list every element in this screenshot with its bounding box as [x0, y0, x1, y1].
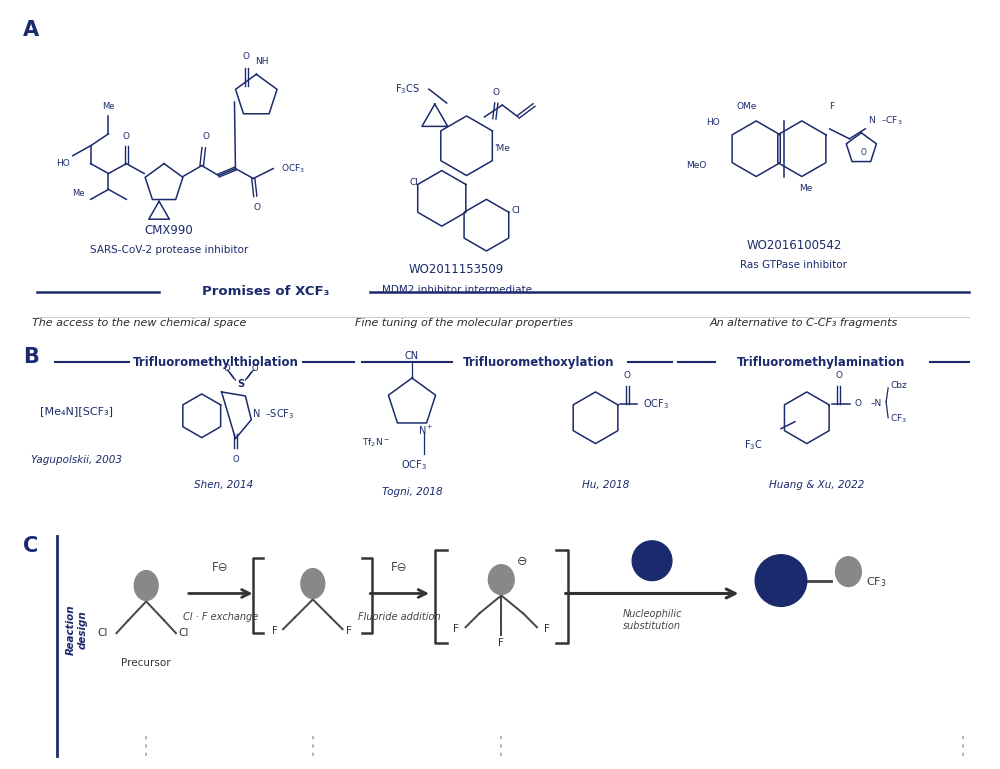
Text: O: O — [860, 148, 866, 157]
Text: [Me₄N][SCF₃]: [Me₄N][SCF₃] — [40, 406, 113, 416]
Text: Precursor: Precursor — [121, 658, 171, 668]
Text: F: F — [272, 626, 278, 636]
Text: F: F — [544, 624, 550, 634]
Text: OCF$_3$: OCF$_3$ — [401, 458, 427, 472]
Text: Me: Me — [72, 189, 85, 198]
Text: ⊖: ⊖ — [517, 555, 528, 568]
Text: Fluoride addition: Fluoride addition — [358, 612, 440, 622]
Text: F: F — [829, 102, 834, 111]
Text: Reaction
design: Reaction design — [66, 604, 88, 654]
Text: O: O — [493, 88, 500, 97]
Text: CN: CN — [405, 351, 419, 361]
Text: Togni, 2018: Togni, 2018 — [382, 488, 442, 498]
Text: Yagupolskii, 2003: Yagupolskii, 2003 — [31, 455, 122, 465]
Text: Trifluoromethylamination: Trifluoromethylamination — [736, 356, 905, 368]
Text: Cl: Cl — [97, 628, 108, 638]
Text: F⊖: F⊖ — [391, 561, 407, 574]
Text: O: O — [624, 371, 631, 380]
Text: A: A — [23, 20, 39, 40]
Text: E: E — [776, 574, 786, 587]
Circle shape — [755, 554, 807, 607]
Circle shape — [632, 541, 672, 581]
Text: CF$_3$: CF$_3$ — [866, 576, 887, 590]
Text: F$_3$CS: F$_3$CS — [395, 82, 420, 96]
Text: N: N — [868, 116, 875, 125]
Text: O: O — [202, 131, 209, 141]
Text: OCF$_3$: OCF$_3$ — [281, 162, 305, 175]
Text: O: O — [123, 131, 130, 141]
Text: 'Me: 'Me — [494, 145, 510, 153]
Text: Promises of XCF₃: Promises of XCF₃ — [202, 285, 329, 298]
Text: CMX990: CMX990 — [145, 224, 193, 237]
Text: Hu, 2018: Hu, 2018 — [582, 481, 629, 491]
Text: Cl: Cl — [409, 178, 418, 187]
Text: Ras GTPase inhibitor: Ras GTPase inhibitor — [740, 260, 847, 270]
Text: S: S — [237, 379, 244, 389]
Text: F: F — [346, 626, 351, 636]
Text: O: O — [254, 203, 261, 212]
Text: O: O — [835, 371, 842, 380]
Text: O: O — [855, 399, 862, 408]
Text: Huang & Xu, 2022: Huang & Xu, 2022 — [769, 481, 864, 491]
Text: WO2016100542: WO2016100542 — [746, 238, 842, 251]
Text: F: F — [498, 638, 504, 648]
Text: E: E — [648, 554, 656, 568]
Text: F⊖: F⊖ — [212, 561, 229, 574]
Text: Cl: Cl — [179, 628, 189, 638]
Text: O: O — [252, 364, 259, 373]
Text: Cbz: Cbz — [890, 381, 907, 391]
Text: Cl: Cl — [511, 206, 520, 215]
Text: The access to the new chemical space: The access to the new chemical space — [32, 318, 246, 328]
Text: F$_3$C: F$_3$C — [744, 438, 762, 452]
Text: –N: –N — [870, 399, 882, 408]
Text: OMe: OMe — [736, 102, 756, 111]
Text: Trifluoromethylthiolation: Trifluoromethylthiolation — [133, 356, 299, 368]
Text: MDM2 inhibitor intermediate: MDM2 inhibitor intermediate — [382, 285, 532, 295]
Text: B: B — [23, 348, 39, 368]
Text: An alternative to C-CF₃ fragments: An alternative to C-CF₃ fragments — [710, 318, 898, 328]
Text: N$^+$: N$^+$ — [418, 424, 434, 438]
Text: HO: HO — [706, 118, 719, 128]
Text: CF$_3$: CF$_3$ — [890, 412, 907, 425]
Text: O: O — [223, 364, 230, 373]
Text: Me: Me — [799, 184, 812, 193]
Text: F: F — [453, 624, 459, 634]
Text: C: C — [23, 536, 38, 556]
Text: –SCF$_3$: –SCF$_3$ — [265, 407, 295, 421]
Text: SARS-CoV-2 protease inhibitor: SARS-CoV-2 protease inhibitor — [90, 245, 248, 255]
Text: Fine tuning of the molecular properties: Fine tuning of the molecular properties — [355, 318, 573, 328]
Text: Nucleophilic
substitution: Nucleophilic substitution — [622, 609, 682, 631]
Text: OCF$_3$: OCF$_3$ — [643, 397, 669, 411]
Ellipse shape — [134, 571, 158, 601]
Text: N: N — [253, 409, 261, 419]
Text: MeO: MeO — [686, 161, 707, 170]
Text: Shen, 2014: Shen, 2014 — [194, 481, 253, 491]
Text: –CF$_3$: –CF$_3$ — [881, 115, 903, 127]
Text: Me: Me — [102, 102, 115, 111]
Ellipse shape — [301, 568, 325, 598]
Ellipse shape — [836, 557, 861, 587]
Ellipse shape — [488, 564, 514, 594]
Text: NH: NH — [255, 58, 269, 66]
Text: O: O — [232, 455, 239, 464]
Text: O: O — [243, 52, 250, 62]
Text: Cl · F exchange: Cl · F exchange — [183, 612, 258, 622]
Text: Tf$_2$N$^-$: Tf$_2$N$^-$ — [362, 436, 390, 449]
Text: Trifluoromethoxylation: Trifluoromethoxylation — [463, 356, 615, 368]
Text: HO: HO — [56, 159, 70, 168]
Text: WO2011153509: WO2011153509 — [409, 263, 504, 276]
